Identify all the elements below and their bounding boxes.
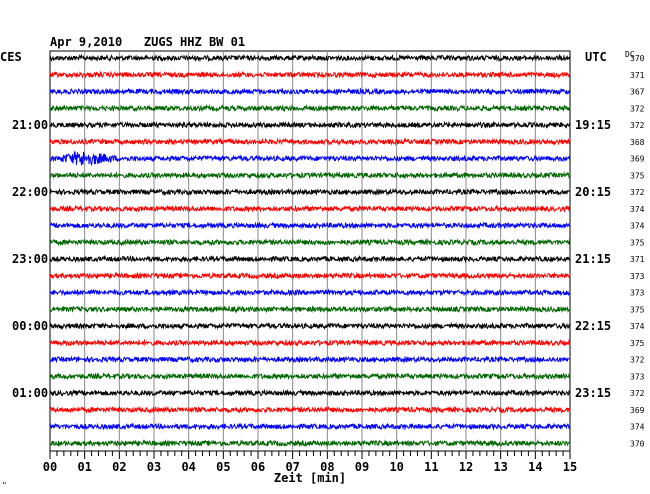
trace-1 xyxy=(49,70,571,80)
x-tick-label: 13 xyxy=(493,460,507,474)
right-time-labels: 19:15 20:15 21:15 22:15 23:15 xyxy=(575,118,611,400)
right-time-label: 23:15 xyxy=(575,386,611,400)
x-tick-label: 09 xyxy=(355,460,369,474)
x-tick-label: 05 xyxy=(216,460,230,474)
dc-column-label: DC xyxy=(625,50,635,59)
x-axis-ticks xyxy=(49,451,571,459)
trace-21 xyxy=(49,405,571,414)
x-axis-label: Zeit [min] xyxy=(274,471,346,485)
right-time-label: 20:15 xyxy=(575,185,611,199)
trace-23 xyxy=(49,438,571,448)
dc-offset-label: 372 xyxy=(630,188,645,197)
trace-17 xyxy=(49,338,571,348)
dc-offset-label: 372 xyxy=(630,104,645,113)
dc-offset-label: 370 xyxy=(630,439,645,448)
dc-offset-label: 370 xyxy=(630,54,645,63)
trace-16 xyxy=(49,321,571,331)
right-timezone-label: UTC xyxy=(585,50,607,64)
trace-9 xyxy=(49,204,571,213)
x-tick-label: 10 xyxy=(389,460,403,474)
traces xyxy=(49,53,571,448)
trace-0 xyxy=(49,53,571,63)
dc-offset-label: 374 xyxy=(630,205,645,214)
trace-12 xyxy=(49,254,571,264)
trace-4 xyxy=(49,120,571,130)
dc-offset-label: 374 xyxy=(630,322,645,331)
dc-offset-label: 368 xyxy=(630,138,645,147)
x-tick-label: 08 xyxy=(320,460,334,474)
chart-title: Apr 9,2010 ZUGS HHZ BW 01 xyxy=(50,35,245,49)
x-tick-label: 04 xyxy=(181,460,195,474)
x-axis-tick-labels: 00 01 02 03 04 05 06 07 08 09 10 11 12 13 14 15 xyxy=(43,460,577,474)
dc-offset-label: 372 xyxy=(630,121,645,130)
dc-offset-label: 373 xyxy=(630,372,645,381)
trace-11 xyxy=(49,237,571,247)
trace-7 xyxy=(49,170,571,180)
x-tick-label: 14 xyxy=(528,460,542,474)
trace-20 xyxy=(49,388,571,398)
trace-8 xyxy=(49,187,571,197)
right-time-label: 21:15 xyxy=(575,252,611,266)
plot-frame xyxy=(49,50,571,452)
left-timezone-label: CES xyxy=(0,50,22,64)
x-tick-label: 01 xyxy=(77,460,91,474)
dc-offset-label: 371 xyxy=(630,255,645,264)
x-tick-label: 11 xyxy=(424,460,438,474)
x-tick-label: 02 xyxy=(112,460,126,474)
trace-2 xyxy=(49,87,571,96)
dc-offset-label: 372 xyxy=(630,356,645,365)
dc-offset-label: 367 xyxy=(630,88,645,97)
trace-3 xyxy=(49,103,571,113)
dc-offset-label: 369 xyxy=(630,406,645,415)
dc-offset-label: 375 xyxy=(630,339,645,348)
trace-10 xyxy=(49,221,571,230)
dc-offset-label: 375 xyxy=(630,305,645,314)
left-time-labels: 21:00 22:00 23:00 00:00 01:00 xyxy=(12,118,48,400)
trace-6 xyxy=(49,151,571,166)
left-time-label: 00:00 xyxy=(12,319,48,333)
left-time-label: 22:00 xyxy=(12,185,48,199)
x-tick-label: 15 xyxy=(563,460,577,474)
x-tick-label: 03 xyxy=(147,460,161,474)
dc-offset-label: 373 xyxy=(630,289,645,298)
trace-22 xyxy=(49,422,571,431)
right-time-label: 19:15 xyxy=(575,118,611,132)
dc-offset-label: 375 xyxy=(630,238,645,247)
left-time-label: 01:00 xyxy=(12,386,48,400)
corner-mark: " xyxy=(2,481,7,490)
right-time-label: 22:15 xyxy=(575,319,611,333)
trace-19 xyxy=(49,372,571,381)
dc-offset-label: 372 xyxy=(630,389,645,398)
trace-5 xyxy=(49,137,571,146)
x-tick-label: 06 xyxy=(251,460,265,474)
dc-offset-label: 371 xyxy=(630,71,645,80)
x-tick-label: 12 xyxy=(459,460,473,474)
trace-15 xyxy=(49,305,571,314)
trace-18 xyxy=(49,355,571,364)
dc-offset-label: 374 xyxy=(630,423,645,432)
dc-offset-label: 373 xyxy=(630,272,645,281)
dc-offset-labels: 370 371 367 372 372 368 369 375 372 374 374 375 371 3… xyxy=(630,54,645,448)
trace-13 xyxy=(49,271,571,281)
trace-14 xyxy=(49,288,571,297)
dc-offset-label: 374 xyxy=(630,222,645,231)
gridlines xyxy=(84,51,536,451)
x-tick-label: 07 xyxy=(285,460,299,474)
x-tick-label: 00 xyxy=(43,460,57,474)
left-time-label: 23:00 xyxy=(12,252,48,266)
dc-offset-label: 369 xyxy=(630,155,645,164)
dc-offset-label: 375 xyxy=(630,171,645,180)
left-time-label: 21:00 xyxy=(12,118,48,132)
